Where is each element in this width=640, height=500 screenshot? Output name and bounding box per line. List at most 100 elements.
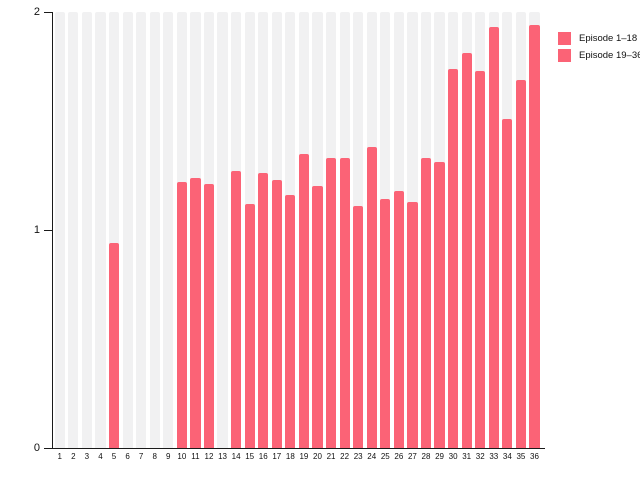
bar-column-1 (54, 12, 65, 448)
x-tick-label: 4 (98, 452, 103, 461)
bar-episode-5 (108, 243, 120, 448)
x-tick-label: 29 (435, 452, 444, 461)
background-stripe (217, 12, 228, 448)
bar-column-10 (176, 12, 187, 448)
bar-column-4 (95, 12, 106, 448)
bar-episode-11 (190, 177, 201, 448)
y-tick-label: 1 (33, 224, 40, 236)
bar-episode-36 (529, 25, 540, 448)
x-tick-label: 18 (285, 452, 295, 461)
plot-columns (53, 12, 541, 448)
x-tick-label: 31 (462, 452, 472, 461)
bar-column-33 (488, 12, 499, 448)
background-stripe (54, 12, 65, 448)
x-tick-label: 13 (218, 452, 227, 461)
bar-column-2 (68, 12, 79, 448)
bar-column-19 (298, 12, 309, 448)
bar-column-14 (231, 12, 242, 448)
bar-column-15 (244, 12, 255, 448)
x-tick-label: 7 (138, 452, 144, 461)
bar-column-28 (420, 12, 432, 448)
y-tick-mark (44, 230, 52, 231)
y-tick-label: 2 (33, 6, 40, 18)
bar-episode-33 (488, 27, 499, 448)
bar-episode-25 (380, 199, 391, 448)
background-stripe (163, 12, 174, 448)
x-tick-label: 35 (516, 452, 526, 461)
bar-column-9 (163, 12, 174, 448)
bar-column-13 (217, 12, 228, 448)
x-tick-label: 21 (326, 452, 336, 461)
x-tick-label: 12 (204, 452, 214, 461)
bar-episode-30 (448, 68, 459, 448)
x-tick-label: 23 (353, 452, 363, 461)
x-tick-label: 26 (394, 452, 404, 461)
x-tick-label: 20 (313, 452, 322, 461)
bar-episode-32 (475, 70, 486, 448)
background-stripe (81, 12, 92, 448)
bar-column-26 (393, 12, 404, 448)
x-tick-label: 10 (177, 452, 187, 461)
bar-episode-15 (244, 203, 255, 448)
bar-column-24 (366, 12, 377, 448)
bar-column-34 (502, 12, 513, 448)
bar-episode-14 (231, 171, 242, 448)
x-tick-label: 9 (166, 452, 171, 461)
y-tick-label: 0 (33, 442, 40, 454)
x-tick-label: 25 (380, 452, 390, 461)
legend-label: Episode 1–18 (579, 33, 638, 44)
bar-column-5 (108, 12, 120, 448)
bar-episode-17 (271, 179, 282, 448)
y-tick-mark (44, 12, 52, 13)
bar-episode-16 (258, 173, 269, 448)
background-stripe (122, 12, 133, 448)
bar-column-29 (434, 12, 445, 448)
x-tick-label: 32 (475, 452, 485, 461)
x-tick-label: 24 (367, 452, 377, 461)
legend: Episode 1–18 Episode 19–36 (558, 32, 640, 66)
bar-column-7 (136, 12, 147, 448)
bar-column-27 (407, 12, 418, 448)
bar-column-11 (190, 12, 201, 448)
x-tick-label: 3 (84, 452, 90, 461)
legend-label: Episode 19–36 (579, 50, 640, 61)
x-tick-label: 14 (231, 452, 241, 461)
background-stripe (95, 12, 106, 448)
bar-episode-27 (407, 201, 418, 448)
x-tick-label: 1 (57, 452, 62, 461)
x-tick-label: 8 (152, 452, 157, 461)
x-tick-label: 5 (111, 452, 117, 461)
bar-column-18 (285, 12, 296, 448)
x-tick-label: 6 (125, 452, 130, 461)
bar-column-30 (448, 12, 459, 448)
x-tick-label: 28 (421, 452, 431, 461)
y-tick-mark (44, 448, 52, 449)
bar-episode-20 (312, 186, 323, 448)
bar-column-35 (515, 12, 526, 448)
bar-episode-29 (434, 162, 445, 448)
bar-episode-26 (393, 190, 404, 448)
background-stripe (68, 12, 79, 448)
bar-episode-22 (339, 158, 350, 448)
x-tick-label: 27 (407, 452, 417, 461)
legend-swatch-icon (558, 32, 571, 45)
x-tick-label: 17 (272, 452, 282, 461)
bar-column-20 (312, 12, 323, 448)
bar-episode-21 (325, 158, 337, 448)
bar-episode-10 (176, 182, 187, 448)
x-tick-label: 11 (191, 452, 200, 461)
bar-column-8 (149, 12, 160, 448)
bar-column-6 (122, 12, 133, 448)
background-stripe (136, 12, 147, 448)
x-tick-label: 22 (340, 452, 350, 461)
bar-episode-35 (515, 79, 526, 448)
background-stripe (149, 12, 160, 448)
bar-column-25 (380, 12, 391, 448)
x-axis-line (45, 448, 545, 449)
bar-column-17 (271, 12, 282, 448)
legend-swatch-icon (558, 49, 571, 62)
legend-item-episode-1-18: Episode 1–18 (558, 32, 640, 45)
bar-episode-19 (298, 153, 309, 448)
bar-column-23 (353, 12, 364, 448)
bar-episode-28 (420, 158, 432, 448)
